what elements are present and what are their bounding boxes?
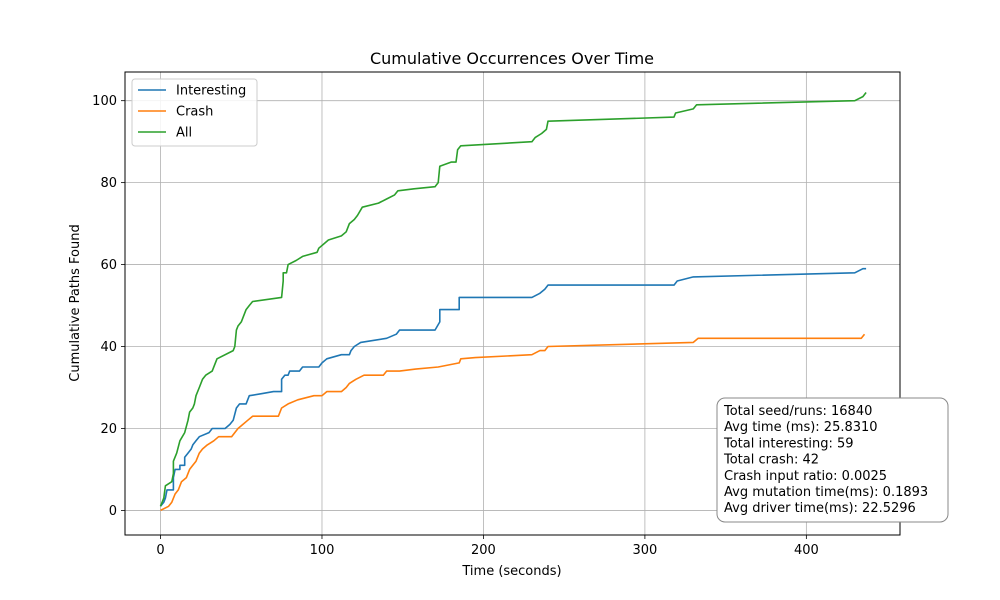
y-tick-label: 40 bbox=[100, 340, 117, 355]
stats-line: Total interesting: 59 bbox=[723, 436, 854, 451]
series-line-interesting bbox=[159, 267, 867, 507]
x-tick-label: 300 bbox=[632, 543, 657, 558]
legend-label-all: All bbox=[176, 126, 192, 141]
stats-line: Total seed/runs: 16840 bbox=[723, 404, 872, 419]
y-tick-label: 20 bbox=[100, 422, 117, 437]
y-axis-label: Cumulative Paths Found bbox=[68, 224, 83, 382]
y-tick-label: 80 bbox=[100, 176, 117, 191]
legend-box bbox=[131, 78, 258, 147]
chart-title: Cumulative Occurrences Over Time bbox=[370, 49, 654, 68]
stats-box-frame bbox=[716, 397, 949, 523]
legend-label-interesting: Interesting bbox=[176, 84, 246, 99]
axis-ticks: 0 100 200 300 400 0 20 40 60 80 100 bbox=[92, 94, 819, 558]
legend-label-crash: Crash bbox=[176, 105, 213, 120]
stats-line: Avg time (ms): 25.8310 bbox=[724, 420, 878, 435]
plot-area-frame bbox=[124, 71, 901, 536]
y-tick-label: 60 bbox=[100, 258, 117, 273]
series-line-crash bbox=[160, 333, 866, 512]
x-axis-label: Time (seconds) bbox=[461, 564, 561, 579]
y-tick-label: 100 bbox=[92, 94, 117, 109]
stats-line: Avg mutation time(ms): 0.1893 bbox=[724, 485, 928, 500]
x-tick-label: 100 bbox=[310, 543, 335, 558]
series-line-all bbox=[159, 92, 867, 507]
y-tick-label: 0 bbox=[109, 504, 117, 519]
legend: Interesting Crash All bbox=[131, 78, 258, 147]
stats-line: Avg driver time(ms): 22.5296 bbox=[724, 501, 916, 516]
stats-line: Crash input ratio: 0.0025 bbox=[724, 469, 887, 484]
x-tick-label: 200 bbox=[471, 543, 496, 558]
x-tick-label: 400 bbox=[794, 543, 819, 558]
series-lines bbox=[159, 92, 867, 512]
x-tick-label: 0 bbox=[156, 543, 164, 558]
stats-line: Total crash: 42 bbox=[723, 453, 819, 468]
